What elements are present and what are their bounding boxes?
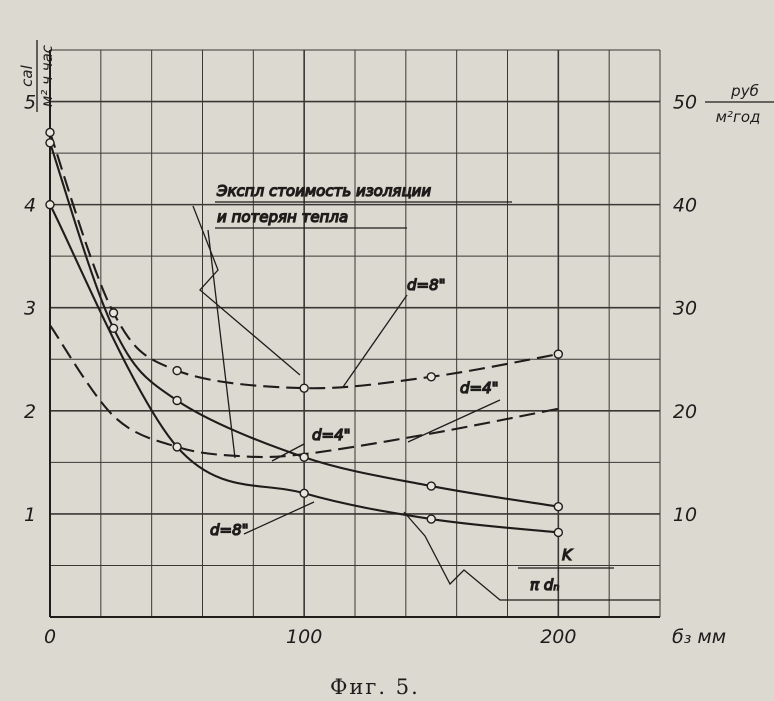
data-point [108,323,119,334]
data-point [45,127,55,138]
data-point [108,308,119,318]
annotation-d8-top: d=8" [407,276,446,294]
data-point [426,372,436,382]
annotation-cost-line2: и потерян тепла [217,208,348,226]
y-left-tick-label: 3 [24,298,36,320]
data-point [45,199,55,210]
y-right-tick-label: 40 [673,195,697,217]
data-point [553,349,564,359]
data-point [553,527,564,538]
leader-cost-d4 [207,229,236,459]
x-tick-label: 100 [286,626,322,648]
y-right-ticks: 10 20 30 40 50 [673,92,697,526]
x-tick-label: 0 [44,626,56,648]
x-ticks: 0 100 200 [44,626,577,648]
y-left-unit-num: cal [18,64,36,86]
y-right-tick-label: 10 [673,504,697,526]
y-right-tick-label: 30 [673,298,697,320]
x-axis-label: б₃ мм [672,626,726,648]
y-left-tick-label: 1 [24,504,36,526]
figure-caption: Фиг. 5. [330,675,420,699]
y-right-unit: руб м²год [705,82,774,126]
y-right-tick-label: 20 [673,401,697,423]
series-line-cost-d4-dashed [49,324,559,459]
leader-d4-mid [271,443,305,462]
data-point [426,514,436,524]
annotation-d4-mid: d=4" [312,426,351,444]
y-left-unit-den: м² ч час [38,44,56,107]
annotation-k-den: π dₙ [530,576,559,594]
annotation-cost-line1: Экспл стоимость изоляции [216,182,431,200]
data-point [45,138,55,148]
y-right-unit-den: м²год [716,108,761,126]
series-line-heatloss-d4-solid [49,204,559,534]
leader-d8-bottom [243,501,315,535]
leader-cost-d8 [192,205,301,376]
y-left-unit: cal м² ч час [18,40,56,112]
data-point [172,442,182,452]
annotation-k-num: K [562,546,573,564]
y-right-unit-num: руб [730,82,759,100]
grid [49,49,661,618]
data-point [299,452,309,462]
data-point [299,488,309,498]
data-point [553,501,564,512]
y-left-tick-label: 4 [24,195,36,217]
y-left-ticks: 1 2 3 4 5 [24,92,36,526]
annotations: Экспл стоимость изоляции и потерян тепла… [192,181,660,601]
y-left-tick-label: 5 [24,92,36,114]
y-left-tick-label: 2 [24,401,36,423]
x-tick-label: 200 [540,626,576,648]
annotation-d8-bottom: d=8" [210,521,249,539]
data-point [172,365,182,376]
data-point [426,481,436,491]
data-point [299,383,309,393]
leader-d8-top [342,294,408,388]
annotation-d4-top: d=4" [460,379,499,397]
series-line-cost-d8-dashed [49,132,559,390]
y-right-tick-label: 50 [673,92,697,114]
leader-k [403,511,660,601]
leader-d4-top [407,399,501,443]
data-point [172,395,182,406]
